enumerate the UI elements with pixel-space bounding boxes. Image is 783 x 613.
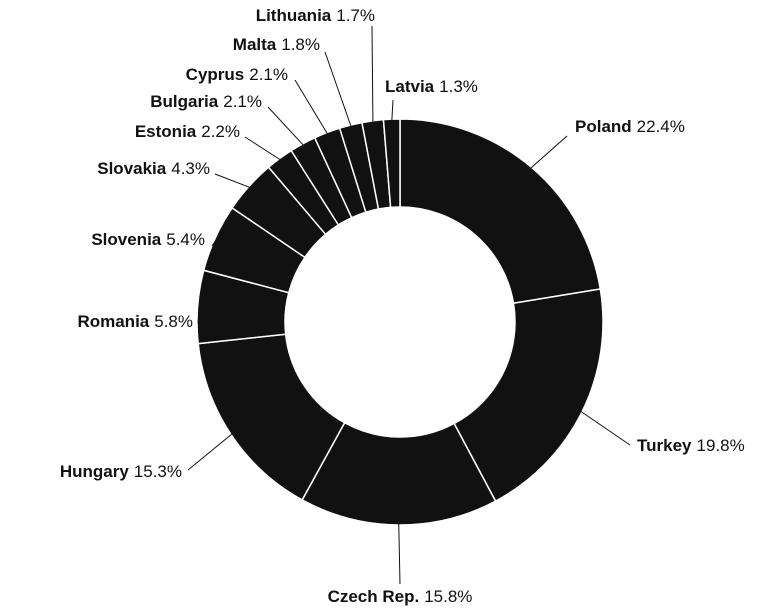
leader-line bbox=[371, 25, 374, 123]
value-label: 1.7% bbox=[336, 6, 375, 25]
value-label: 5.4% bbox=[166, 230, 205, 249]
category-name: Estonia bbox=[135, 122, 197, 141]
value-label: 19.8% bbox=[697, 436, 745, 455]
slice-label: Czech Rep. 15.8% bbox=[328, 587, 473, 606]
leader-line bbox=[391, 99, 394, 122]
leader-line bbox=[398, 522, 401, 585]
donut-slice bbox=[453, 288, 604, 503]
slice-label: Malta 1.8% bbox=[233, 35, 320, 54]
slice-label: Latvia 1.3% bbox=[385, 77, 478, 96]
leader-line bbox=[214, 173, 251, 189]
leader-line bbox=[244, 136, 282, 161]
category-name: Czech Rep. bbox=[328, 587, 420, 606]
value-label: 1.8% bbox=[281, 35, 320, 54]
category-name: Malta bbox=[233, 35, 277, 54]
category-name: Romania bbox=[77, 312, 149, 331]
slice-label: Hungary 15.3% bbox=[60, 462, 182, 481]
category-name: Latvia bbox=[385, 77, 435, 96]
value-label: 2.2% bbox=[201, 122, 240, 141]
leader-line bbox=[579, 410, 631, 446]
category-name: Poland bbox=[575, 117, 632, 136]
leader-line bbox=[294, 79, 329, 135]
slice-label: Poland 22.4% bbox=[575, 117, 685, 136]
leader-line bbox=[529, 135, 568, 170]
value-label: 2.1% bbox=[223, 92, 262, 111]
category-name: Bulgaria bbox=[150, 92, 219, 111]
donut-slice bbox=[399, 118, 602, 305]
value-label: 1.3% bbox=[439, 77, 478, 96]
category-name: Lithuania bbox=[256, 6, 332, 25]
value-label: 15.8% bbox=[424, 587, 472, 606]
slice-label: Bulgaria 2.1% bbox=[150, 92, 262, 111]
category-name: Slovakia bbox=[97, 159, 167, 178]
category-name: Slovenia bbox=[91, 230, 161, 249]
value-label: 2.1% bbox=[249, 65, 288, 84]
slice-label: Estonia 2.2% bbox=[135, 122, 240, 141]
value-label: 4.3% bbox=[171, 159, 210, 178]
category-name: Hungary bbox=[60, 462, 130, 481]
donut-slice bbox=[382, 118, 401, 209]
slice-label: Slovakia 4.3% bbox=[97, 159, 210, 178]
leader-line bbox=[267, 106, 305, 146]
slice-label: Lithuania 1.7% bbox=[256, 6, 375, 25]
value-label: 22.4% bbox=[637, 117, 685, 136]
slice-label: Turkey 19.8% bbox=[637, 436, 745, 455]
leader-line bbox=[187, 433, 234, 471]
slice-label: Slovenia 5.4% bbox=[91, 230, 205, 249]
leader-line bbox=[197, 306, 201, 324]
slice-label: Cyprus 2.1% bbox=[186, 65, 288, 84]
slice-label: Romania 5.8% bbox=[77, 312, 193, 331]
category-name: Cyprus bbox=[186, 65, 245, 84]
value-label: 5.8% bbox=[154, 312, 193, 331]
value-label: 15.3% bbox=[134, 462, 182, 481]
category-name: Turkey bbox=[637, 436, 692, 455]
leader-line bbox=[324, 51, 352, 128]
leader-line bbox=[211, 238, 218, 247]
